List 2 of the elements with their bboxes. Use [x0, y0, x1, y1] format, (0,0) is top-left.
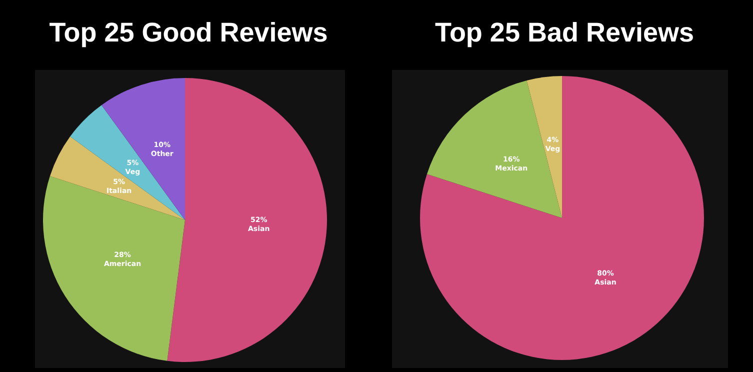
- chart-title: Top 25 Bad Reviews: [434, 18, 694, 48]
- chart-title: Top 25 Good Reviews: [49, 18, 328, 48]
